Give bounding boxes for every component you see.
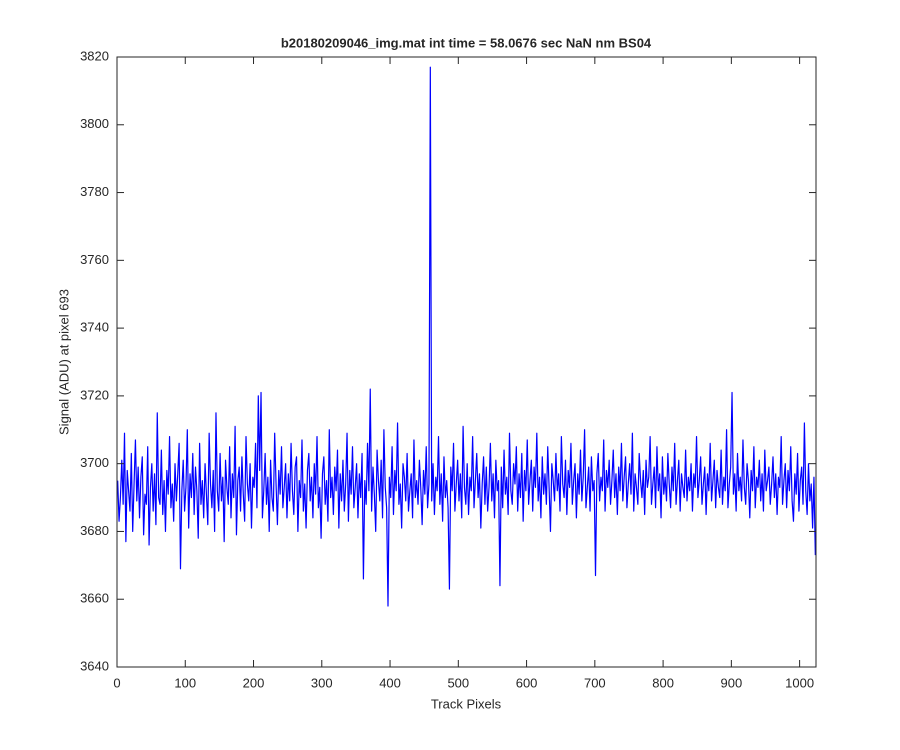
- x-tick-label: 0: [113, 675, 120, 690]
- x-tick-label: 600: [516, 675, 538, 690]
- x-tick-label: 700: [584, 675, 606, 690]
- x-tick-label: 100: [174, 675, 196, 690]
- x-tick-label: 200: [243, 675, 265, 690]
- y-tick-label: 3660: [80, 591, 109, 606]
- y-tick-label: 3640: [80, 658, 109, 673]
- y-tick-label: 3800: [80, 116, 109, 131]
- y-axis-label: Signal (ADU) at pixel 693: [56, 289, 71, 435]
- y-tick-label: 3720: [80, 387, 109, 402]
- x-tick-label: 500: [447, 675, 469, 690]
- plot-area: [117, 57, 816, 667]
- x-tick-label: 400: [379, 675, 401, 690]
- y-tick-label: 3820: [80, 48, 109, 63]
- x-tick-label: 800: [652, 675, 674, 690]
- y-tick-label: 3700: [80, 455, 109, 470]
- y-tick-label: 3760: [80, 252, 109, 267]
- axes-box: [116, 56, 817, 668]
- x-tick-label: 900: [721, 675, 743, 690]
- y-tick-label: 3680: [80, 523, 109, 538]
- x-tick-label: 1000: [785, 675, 814, 690]
- y-tick-label: 3780: [80, 184, 109, 199]
- x-tick-label: 300: [311, 675, 333, 690]
- x-axis-label: Track Pixels: [431, 696, 502, 711]
- y-tick-label: 3740: [80, 320, 109, 335]
- data-line: [117, 66, 816, 607]
- chart-title: b20180209046_img.mat int time = 58.0676 …: [281, 35, 652, 50]
